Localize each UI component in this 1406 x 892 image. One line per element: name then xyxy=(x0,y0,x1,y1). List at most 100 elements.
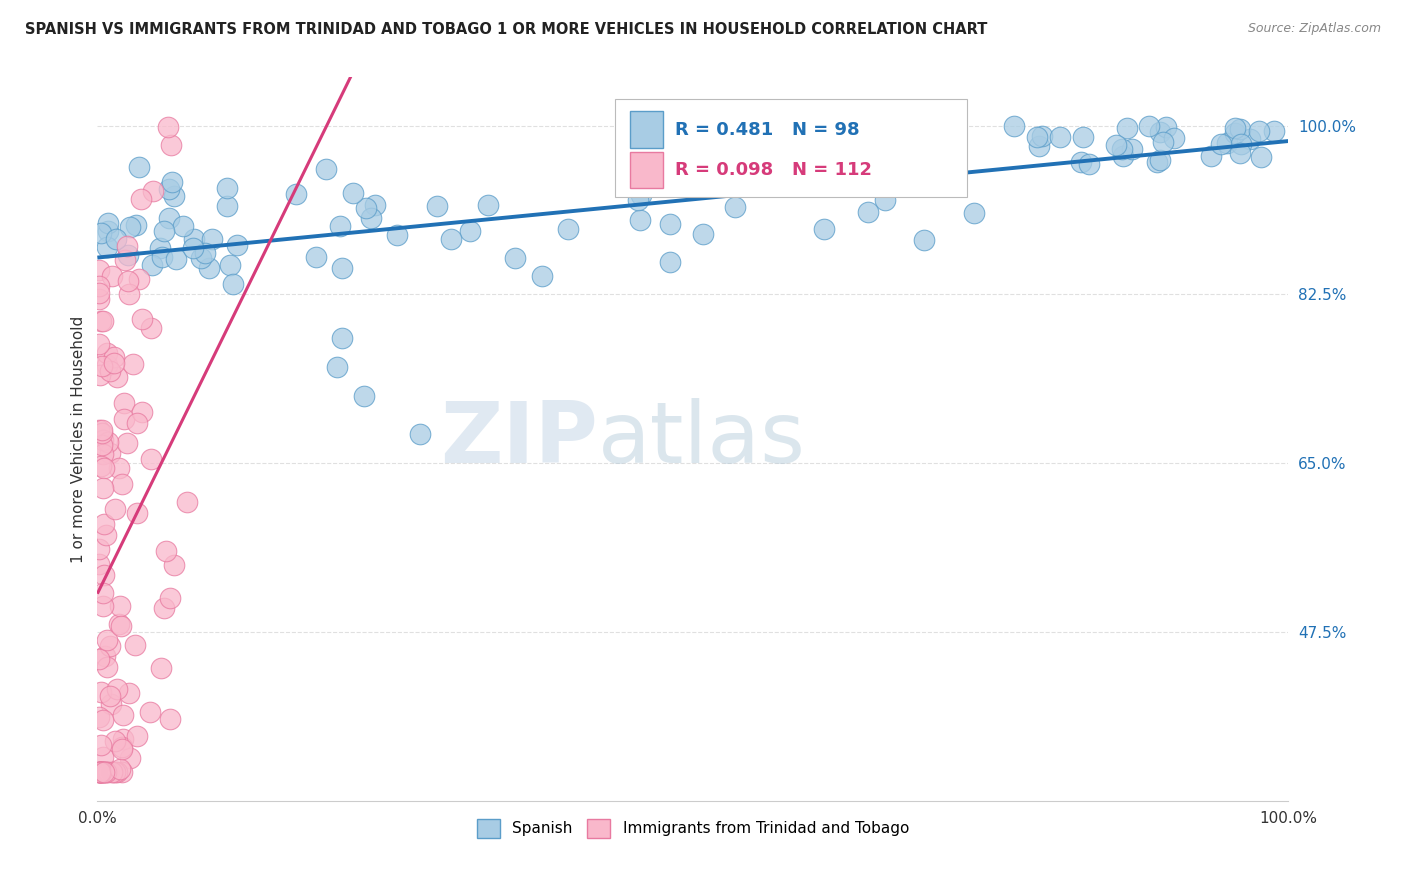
Point xyxy=(111,739,134,754)
Point xyxy=(91,313,114,327)
Point xyxy=(91,359,114,373)
Point xyxy=(96,764,118,779)
Point xyxy=(114,253,136,268)
Point xyxy=(93,764,115,779)
Point xyxy=(118,686,141,700)
Point xyxy=(440,232,463,246)
Point xyxy=(110,619,132,633)
Point xyxy=(315,161,337,176)
Point xyxy=(1111,143,1133,157)
Point xyxy=(157,211,180,225)
Point xyxy=(1215,136,1237,150)
Point xyxy=(87,764,110,779)
Point xyxy=(875,193,897,207)
Point xyxy=(105,764,128,779)
Point xyxy=(107,617,129,632)
Point xyxy=(139,320,162,334)
Point xyxy=(226,238,249,252)
Point xyxy=(201,232,224,246)
Point xyxy=(93,764,115,779)
Point xyxy=(94,527,117,541)
Point xyxy=(124,639,146,653)
Point xyxy=(112,412,135,426)
Point xyxy=(503,251,526,265)
Point xyxy=(1199,149,1222,163)
Point xyxy=(458,223,481,237)
Point xyxy=(1146,155,1168,169)
Point xyxy=(1028,138,1050,153)
Point xyxy=(1137,119,1160,133)
Point xyxy=(128,272,150,286)
Point xyxy=(89,764,111,779)
Point xyxy=(100,639,122,653)
Point xyxy=(117,274,139,288)
Point xyxy=(104,734,127,748)
Point xyxy=(94,649,117,664)
Point xyxy=(1263,124,1285,138)
Point xyxy=(1070,154,1092,169)
Point xyxy=(692,227,714,241)
Point xyxy=(87,764,110,779)
Point xyxy=(1002,119,1025,133)
Point xyxy=(91,750,114,764)
Point xyxy=(101,764,124,779)
Point xyxy=(330,331,353,345)
Point xyxy=(1078,157,1101,171)
Point xyxy=(285,187,308,202)
Legend: Spanish, Immigrants from Trinidad and Tobago: Spanish, Immigrants from Trinidad and To… xyxy=(471,813,915,844)
Text: atlas: atlas xyxy=(598,398,806,481)
Point xyxy=(111,476,134,491)
Point xyxy=(100,697,122,711)
Point xyxy=(93,434,115,448)
Point xyxy=(1112,149,1135,163)
Point xyxy=(159,137,181,152)
Point xyxy=(104,501,127,516)
Point xyxy=(125,218,148,232)
Point xyxy=(105,232,128,246)
Point xyxy=(409,427,432,442)
Point xyxy=(91,599,114,614)
Point xyxy=(630,188,652,202)
Point xyxy=(557,222,579,236)
Point xyxy=(181,241,204,255)
Point xyxy=(1229,137,1251,152)
Point xyxy=(159,591,181,606)
Point xyxy=(658,254,681,268)
Point xyxy=(163,558,186,572)
Point xyxy=(90,764,112,779)
Point xyxy=(141,258,163,272)
Point xyxy=(90,764,112,779)
Point xyxy=(87,423,110,437)
Point xyxy=(157,182,180,196)
Point xyxy=(194,246,217,260)
FancyBboxPatch shape xyxy=(616,99,966,197)
Point xyxy=(90,685,112,699)
Point xyxy=(354,201,377,215)
Point xyxy=(117,248,139,262)
Point xyxy=(222,277,245,291)
Point xyxy=(90,314,112,328)
Point xyxy=(217,180,239,194)
Point xyxy=(89,764,111,779)
Point xyxy=(91,425,114,440)
Point xyxy=(120,220,142,235)
Point xyxy=(153,224,176,238)
Point xyxy=(103,351,125,365)
Point xyxy=(627,193,650,207)
Point xyxy=(1049,129,1071,144)
Point xyxy=(326,359,349,374)
Point xyxy=(330,261,353,276)
Point xyxy=(1121,142,1143,156)
Point xyxy=(90,423,112,437)
Point xyxy=(91,447,114,461)
Point xyxy=(217,199,239,213)
Point xyxy=(101,268,124,283)
Point xyxy=(530,269,553,284)
Text: R = 0.098   N = 112: R = 0.098 N = 112 xyxy=(675,161,872,179)
Point xyxy=(856,204,879,219)
Point xyxy=(139,451,162,466)
Point xyxy=(305,250,328,264)
Point xyxy=(1116,120,1139,135)
Point xyxy=(963,206,986,220)
Point xyxy=(131,405,153,419)
